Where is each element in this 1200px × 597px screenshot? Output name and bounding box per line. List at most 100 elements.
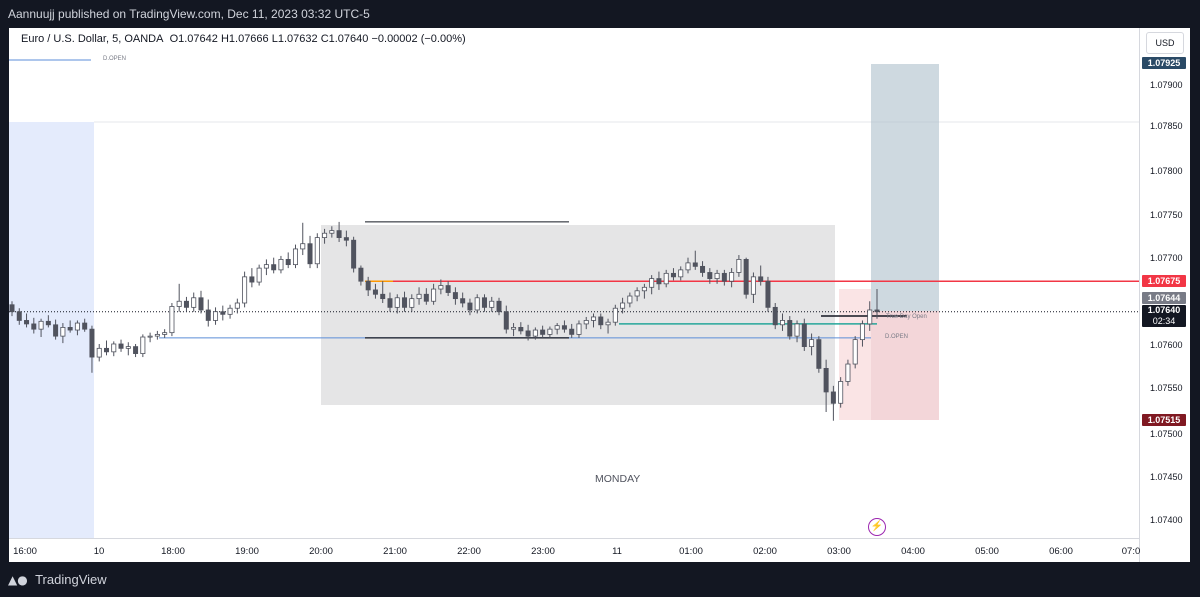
currency-button[interactable]: USD: [1146, 32, 1184, 54]
gray-price-badge: 1.07644: [1142, 292, 1186, 304]
candle-body: [423, 293, 429, 302]
candle-body: [162, 332, 168, 335]
plot-area[interactable]: [9, 28, 1139, 538]
candle-body: [714, 272, 720, 279]
candle-body: [438, 285, 444, 290]
candle-body: [314, 237, 320, 265]
stop-zone: [871, 311, 939, 420]
symbol-name: Euro / U.S. Dollar, 5, OANDA: [21, 33, 164, 45]
price-chart[interactable]: [9, 28, 1139, 538]
candle-body: [663, 272, 669, 285]
legend-change: −0.00002 (−0.00%): [371, 33, 466, 45]
candle-body: [736, 258, 742, 273]
candle-body: [801, 323, 807, 348]
candle-body: [670, 272, 676, 278]
candle-body: [227, 307, 233, 315]
candle-body: [852, 339, 858, 365]
candle-body: [452, 292, 458, 300]
candle-body: [787, 320, 793, 337]
candle-body: [554, 325, 560, 330]
x-tick: 11: [612, 546, 622, 557]
candle-body: [591, 316, 597, 321]
candle-body: [627, 295, 633, 304]
brand-footer[interactable]: ▲● TradingView: [8, 572, 107, 587]
candle-body: [649, 278, 655, 288]
candle-body: [234, 302, 240, 309]
candle-body: [263, 264, 269, 269]
last-price-badge: 1.07640 02:34: [1142, 305, 1186, 327]
symbol-legend: Euro / U.S. Dollar, 5, OANDA O1.07642 H1…: [21, 33, 466, 45]
dopen-label-top: D.OPEN: [103, 56, 127, 62]
candle-body: [300, 243, 306, 250]
candle-body: [867, 309, 873, 325]
price-axis[interactable]: [1139, 28, 1191, 562]
candle-body: [758, 276, 764, 282]
x-tick: 03:00: [827, 546, 851, 557]
candle-body: [402, 297, 408, 308]
candle-body: [256, 267, 262, 283]
candle-body: [874, 309, 880, 313]
publish-info: Aannuujj published on TradingView.com, D…: [8, 7, 370, 21]
candle-body: [394, 297, 400, 308]
candle-body: [605, 321, 611, 326]
candle-body: [176, 300, 182, 307]
x-tick: 18:00: [161, 546, 185, 557]
candle-body: [322, 232, 328, 239]
x-tick: 01:00: [679, 546, 703, 557]
legend-high: H1.07666: [220, 33, 269, 45]
target-zone: [871, 64, 939, 311]
y-tick: 1.07750: [1150, 210, 1183, 220]
candle-body: [191, 297, 197, 308]
candle-body: [154, 333, 160, 337]
last-price: 1.07640: [1147, 305, 1181, 315]
candle-body: [89, 328, 95, 358]
y-tick: 1.07900: [1150, 80, 1183, 90]
candle-body: [721, 272, 727, 282]
candle-body: [271, 264, 277, 271]
y-tick: 1.07700: [1150, 253, 1183, 263]
x-tick: 04:00: [901, 546, 925, 557]
candle-body: [816, 339, 822, 369]
y-tick: 1.07400: [1150, 515, 1183, 525]
legend-open: O1.07642: [169, 33, 218, 45]
candle-body: [53, 324, 59, 337]
candle-body: [31, 323, 37, 330]
y-tick: 1.07850: [1150, 121, 1183, 131]
candle-body: [620, 302, 626, 309]
candle-body: [678, 269, 684, 278]
candle-body: [125, 346, 131, 349]
y-tick: 1.07800: [1150, 166, 1183, 176]
dopen-label-right: D.OPEN: [885, 334, 909, 340]
candle-body: [372, 289, 378, 295]
candle-body: [307, 243, 313, 265]
x-tick: 07:0: [1121, 546, 1141, 557]
candle-body: [460, 298, 466, 304]
session-highlight-box: [9, 122, 94, 538]
range-box: [321, 225, 835, 405]
candle-body: [511, 327, 517, 330]
candle-body: [140, 336, 146, 354]
candle-body: [518, 327, 524, 332]
brand-name: TradingView: [35, 572, 107, 587]
candle-body: [583, 320, 589, 325]
time-axis[interactable]: [9, 538, 1139, 563]
candle-body: [329, 230, 335, 234]
candle-body: [830, 391, 836, 404]
candle-body: [198, 297, 204, 311]
x-tick: 06:00: [1049, 546, 1073, 557]
candle-body: [82, 322, 88, 330]
candle-body: [38, 320, 44, 330]
candle-body: [743, 258, 749, 295]
candle-body: [445, 285, 451, 293]
candle-body: [220, 311, 226, 315]
flash-icon[interactable]: ⚡: [868, 518, 886, 536]
legend-close: C1.07640: [320, 33, 369, 45]
candle-body: [576, 323, 582, 335]
chart-panel[interactable]: Euro / U.S. Dollar, 5, OANDA O1.07642 H1…: [9, 28, 1190, 562]
red-line-price-badge: 1.07675: [1142, 275, 1186, 287]
candle-body: [612, 307, 618, 323]
candle-body: [16, 311, 22, 321]
candle-body: [750, 276, 756, 295]
candle-body: [431, 288, 437, 302]
candle-body: [569, 328, 575, 335]
